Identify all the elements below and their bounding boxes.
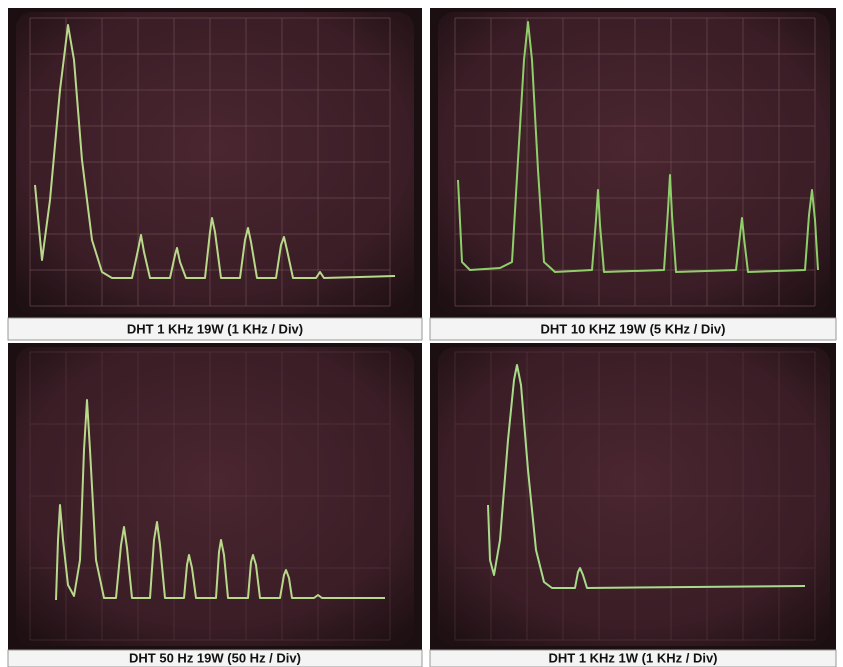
caption: DHT 50 Hz 19W (50 Hz / Div) (129, 650, 301, 665)
caption: DHT 10 KHZ 19W (5 KHz / Div) (541, 321, 726, 336)
caption-bar (429, 317, 837, 341)
caption: DHT 1 KHz 19W (1 KHz / Div) (127, 321, 303, 336)
screen (438, 12, 830, 314)
screen (16, 12, 414, 314)
spectrum-trace (34, 24, 396, 279)
spectrum-trace (457, 21, 819, 273)
caption-bar (7, 317, 423, 341)
caption: DHT 1 KHz 1W (1 KHz / Div) (548, 650, 717, 665)
spectrum-trace (55, 399, 385, 601)
screen (16, 347, 414, 646)
caption-bar (7, 649, 423, 667)
graticule (29, 351, 391, 641)
graticule (454, 351, 816, 641)
graticule (454, 17, 816, 307)
spectrum-trace (487, 364, 806, 589)
screen (438, 347, 830, 646)
caption-bar (429, 649, 837, 667)
